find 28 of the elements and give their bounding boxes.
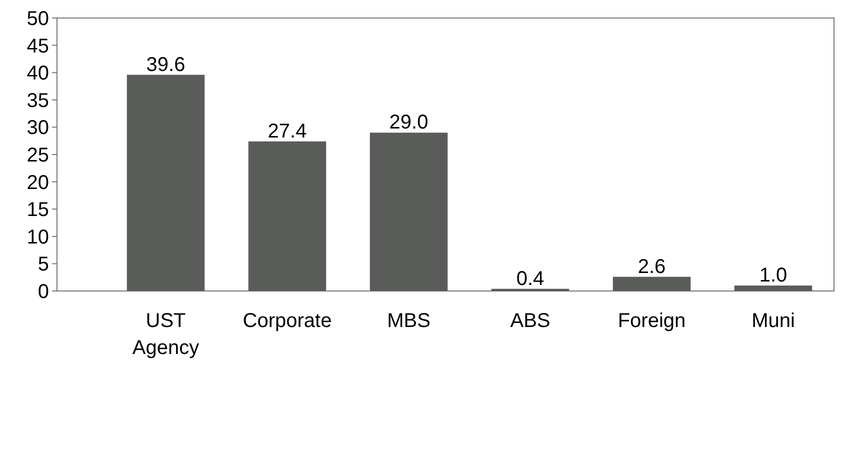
x-tick-label: ABS — [510, 310, 550, 332]
x-tick-label: Foreign — [618, 310, 686, 332]
data-label: 39.6 — [146, 54, 186, 76]
y-tick-label: 20 — [26, 172, 49, 194]
bar — [370, 132, 448, 291]
y-tick-label: 35 — [26, 90, 49, 112]
bar — [612, 276, 691, 291]
y-tick-label: 45 — [26, 35, 49, 58]
data-label: 29.0 — [389, 112, 428, 134]
data-label: 2.6 — [638, 256, 666, 278]
y-tick-label: 50 — [26, 8, 49, 30]
bar — [126, 74, 205, 291]
data-label: 1.0 — [759, 264, 788, 287]
y-tick-label: 30 — [26, 117, 49, 140]
y-tick-label: 10 — [26, 226, 49, 248]
y-tick-label: 5 — [38, 254, 49, 276]
data-label: 0.4 — [516, 268, 544, 290]
y-tick-label: 25 — [26, 144, 49, 166]
y-tick-label: 0 — [38, 281, 49, 303]
x-tick-label: UST Agency — [132, 310, 200, 359]
bar — [248, 141, 326, 291]
bar — [734, 286, 812, 291]
y-tick-label: 15 — [26, 199, 49, 222]
x-tick-label: Corporate — [242, 310, 332, 332]
y-tick-label: 40 — [26, 62, 49, 85]
data-label: 27.4 — [268, 120, 307, 142]
x-tick-label: Muni — [752, 310, 795, 332]
x-tick-label: MBS — [387, 310, 430, 332]
